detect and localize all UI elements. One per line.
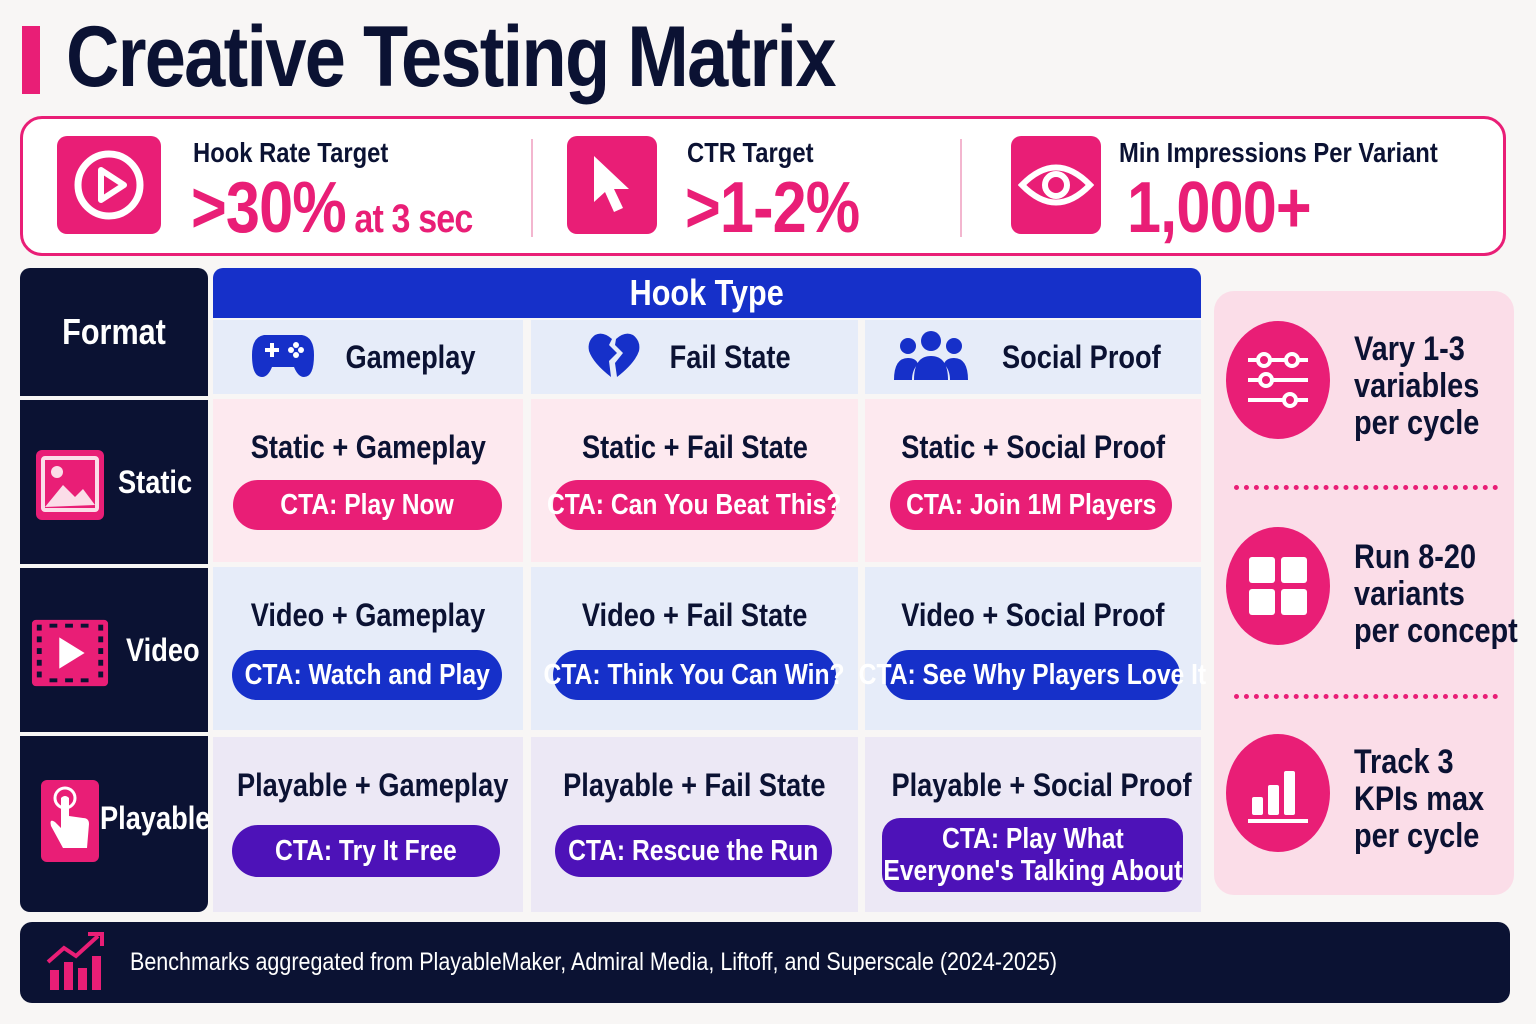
cell-title: Playable + Fail State [563, 767, 826, 803]
format-label: Static [118, 464, 193, 500]
format-header: Format [62, 311, 166, 352]
footer-source-text: Benchmarks aggregated from PlayableMaker… [130, 948, 1057, 976]
hook-col-fail-state: Fail State [531, 320, 858, 394]
cell-title: Playable + Gameplay [236, 767, 509, 803]
hook-label: Social Proof [1001, 338, 1161, 375]
matrix-cell-video-social-proof: Video + Social Proof CTA: See Why Player… [858, 567, 1206, 730]
tip-text: Vary 1-3 variables per cycle [1354, 330, 1480, 442]
broken-heart-icon [587, 331, 641, 384]
hook-col-social-proof: Social Proof [865, 320, 1201, 394]
eye-icon [1011, 136, 1101, 234]
cta-badge: CTA: Think You Can Win? [544, 650, 845, 700]
cta-badge: CTA: Watch and Play [232, 650, 502, 700]
format-row-video: Video [20, 568, 208, 732]
tip-run-variants: Run 8-20 variants per concept [1224, 527, 1518, 650]
tap-hand-icon [30, 780, 110, 862]
sliders-icon [1226, 321, 1330, 439]
kpi-value: >30% at 3 sec [191, 168, 473, 248]
format-label: Playable [100, 800, 211, 836]
tip-text: Run 8-20 variants per concept [1354, 538, 1518, 650]
cell-title: Video + Gameplay [250, 597, 486, 633]
gamepad-icon [250, 331, 316, 384]
kpi-label: Hook Rate Target [193, 137, 389, 168]
cta-badge: CTA: Play What Everyone's Talking About [882, 818, 1183, 892]
cta-badge: CTA: Can You Beat This? [547, 480, 842, 530]
matrix-cell-playable-fail-state: Playable + Fail State CTA: Rescue the Ru… [531, 737, 858, 912]
page-title: Creative Testing Matrix [66, 9, 836, 105]
trend-chart-icon [44, 932, 106, 994]
format-label: Video [126, 632, 200, 668]
bar-chart-icon [1226, 734, 1330, 852]
dotted-divider [1234, 694, 1498, 699]
cta-badge: CTA: Join 1M Players [890, 480, 1172, 530]
play-circle-icon [57, 136, 161, 234]
matrix-cell-static-social-proof: Static + Social Proof CTA: Join 1M Playe… [865, 399, 1201, 562]
tip-text: Track 3 KPIs max per cycle [1354, 743, 1485, 855]
cell-title: Video + Social Proof [901, 597, 1165, 633]
hook-col-gameplay: Gameplay [213, 320, 523, 394]
divider [20, 732, 208, 736]
image-icon [30, 444, 110, 526]
cta-badge: CTA: Try It Free [232, 825, 500, 877]
cursor-icon [567, 136, 657, 234]
grid-icon [1226, 527, 1330, 645]
divider [20, 564, 208, 568]
divider [531, 139, 533, 237]
hook-label: Fail State [670, 338, 791, 375]
matrix-cell-static-fail-state: Static + Fail State CTA: Can You Beat Th… [531, 399, 858, 562]
people-icon [892, 330, 970, 385]
matrix-cell-video-gameplay: Video + Gameplay CTA: Watch and Play [213, 567, 523, 730]
hook-type-header: Hook Type [213, 268, 1201, 318]
cell-title: Playable + Social Proof [891, 767, 1192, 803]
divider [960, 139, 962, 237]
hook-label: Gameplay [344, 338, 476, 375]
film-play-icon [30, 612, 110, 694]
cta-badge: CTA: Play Now [233, 480, 502, 530]
kpi-value: >1-2% [685, 168, 860, 248]
cell-title: Static + Fail State [581, 429, 808, 465]
footer-bar: Benchmarks aggregated from PlayableMaker… [20, 922, 1510, 1003]
kpi-strip: Hook Rate Target >30% at 3 sec CTR Targe… [20, 116, 1506, 256]
matrix-cell-static-gameplay: Static + Gameplay CTA: Play Now [213, 399, 523, 562]
cta-badge: CTA: Rescue the Run [555, 825, 832, 877]
title-accent-bar [22, 26, 40, 94]
format-row-playable: Playable [20, 736, 211, 900]
tip-vary-variables: Vary 1-3 variables per cycle [1224, 321, 1514, 442]
cell-title: Static + Gameplay [250, 429, 486, 465]
kpi-value: 1,000+ [1127, 168, 1312, 248]
tip-track-kpis: Track 3 KPIs max per cycle [1224, 734, 1514, 855]
matrix-cell-playable-gameplay: Playable + Gameplay CTA: Try It Free [213, 737, 523, 912]
cell-title: Video + Fail State [581, 597, 808, 633]
cta-badge: CTA: See Why Players Love It [858, 650, 1206, 700]
divider [20, 396, 208, 400]
tips-panel: Vary 1-3 variables per cycle Run 8-20 va… [1214, 291, 1518, 895]
cell-title: Static + Social Proof [901, 429, 1165, 465]
dotted-divider [1234, 485, 1498, 490]
kpi-label: CTR Target [687, 137, 814, 168]
matrix-cell-video-fail-state: Video + Fail State CTA: Think You Can Wi… [531, 567, 858, 730]
format-row-static: Static [20, 400, 208, 564]
matrix-cell-playable-social-proof: Playable + Social Proof CTA: Play What E… [865, 737, 1201, 912]
kpi-label: Min Impressions Per Variant [1119, 137, 1438, 168]
format-column: Format Static Video Playable [20, 268, 211, 912]
